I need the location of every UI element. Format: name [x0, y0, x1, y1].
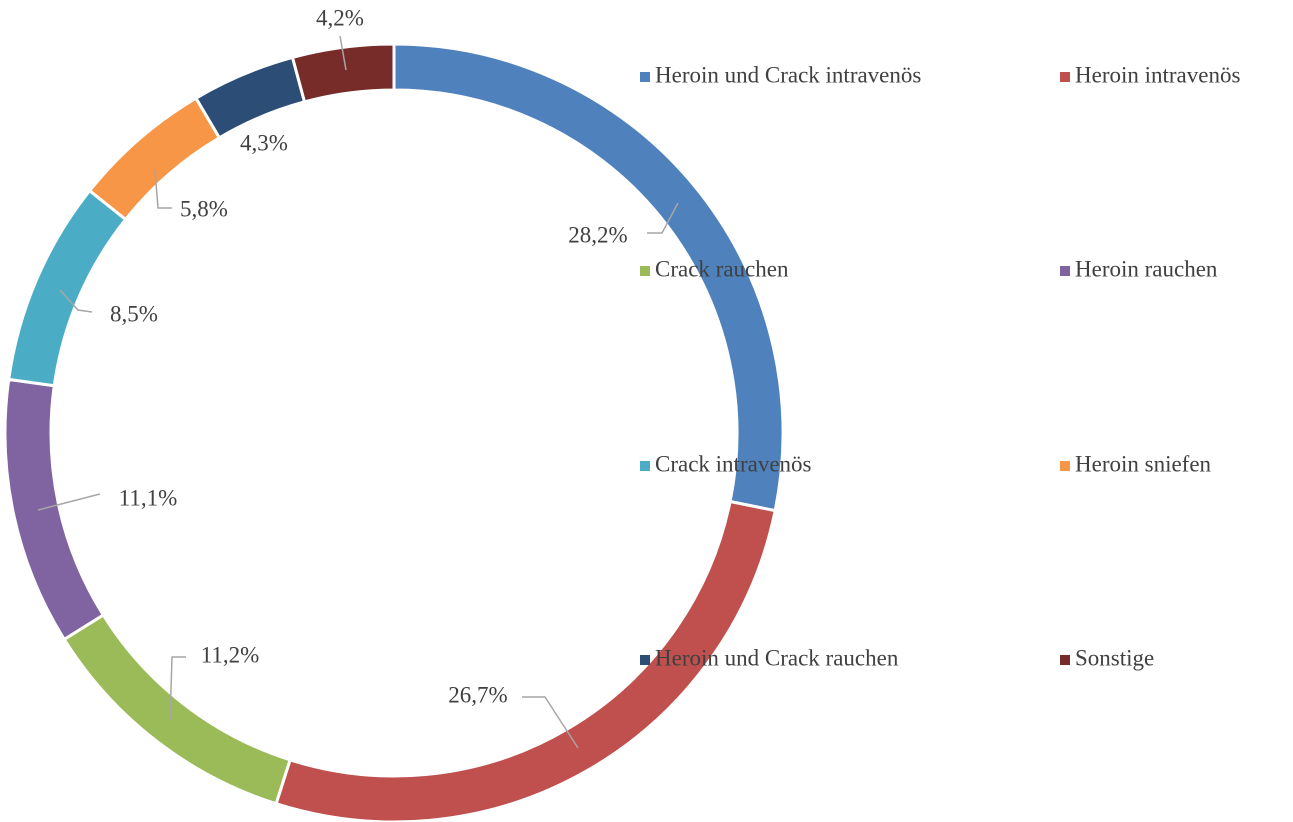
donut-segment	[7, 188, 128, 388]
donut-segment	[3, 377, 106, 642]
leader-line	[59, 289, 93, 313]
data-label: 11,2%	[201, 642, 260, 667]
data-label: 4,3%	[240, 130, 288, 155]
legend-marker	[640, 266, 650, 276]
data-label: 8,5%	[110, 301, 158, 326]
legend-label: Heroin rauchen	[1075, 256, 1218, 281]
leader-line	[37, 493, 101, 511]
legend-marker	[640, 72, 650, 82]
legend-marker	[1060, 461, 1070, 471]
data-label: 26,7%	[448, 682, 507, 707]
legend-label: Heroin und Crack intravenös	[655, 62, 921, 87]
legend-marker	[1060, 266, 1070, 276]
legend-marker	[1060, 72, 1070, 82]
legend-label: Heroin und Crack rauchen	[655, 645, 899, 670]
leader-line	[647, 202, 679, 234]
legend-marker	[640, 461, 650, 471]
leader-line	[169, 656, 186, 721]
data-label: 4,2%	[316, 5, 364, 30]
leader-line	[339, 35, 347, 71]
data-label: 5,8%	[180, 196, 228, 221]
legend-label: Heroin sniefen	[1075, 451, 1212, 476]
legend-label: Crack rauchen	[655, 256, 789, 281]
legend-marker	[1060, 655, 1070, 665]
donut-segment	[193, 55, 307, 140]
legend-label: Sonstige	[1075, 645, 1154, 670]
data-label: 28,2%	[568, 222, 627, 247]
legend-marker	[640, 655, 650, 665]
leader-line	[154, 169, 172, 209]
legend-label: Crack intravenös	[655, 451, 812, 476]
leader-line	[522, 696, 579, 749]
donut-segment	[290, 42, 396, 104]
data-label: 11,1%	[119, 485, 178, 510]
legend-label: Heroin intravenös	[1075, 62, 1240, 87]
